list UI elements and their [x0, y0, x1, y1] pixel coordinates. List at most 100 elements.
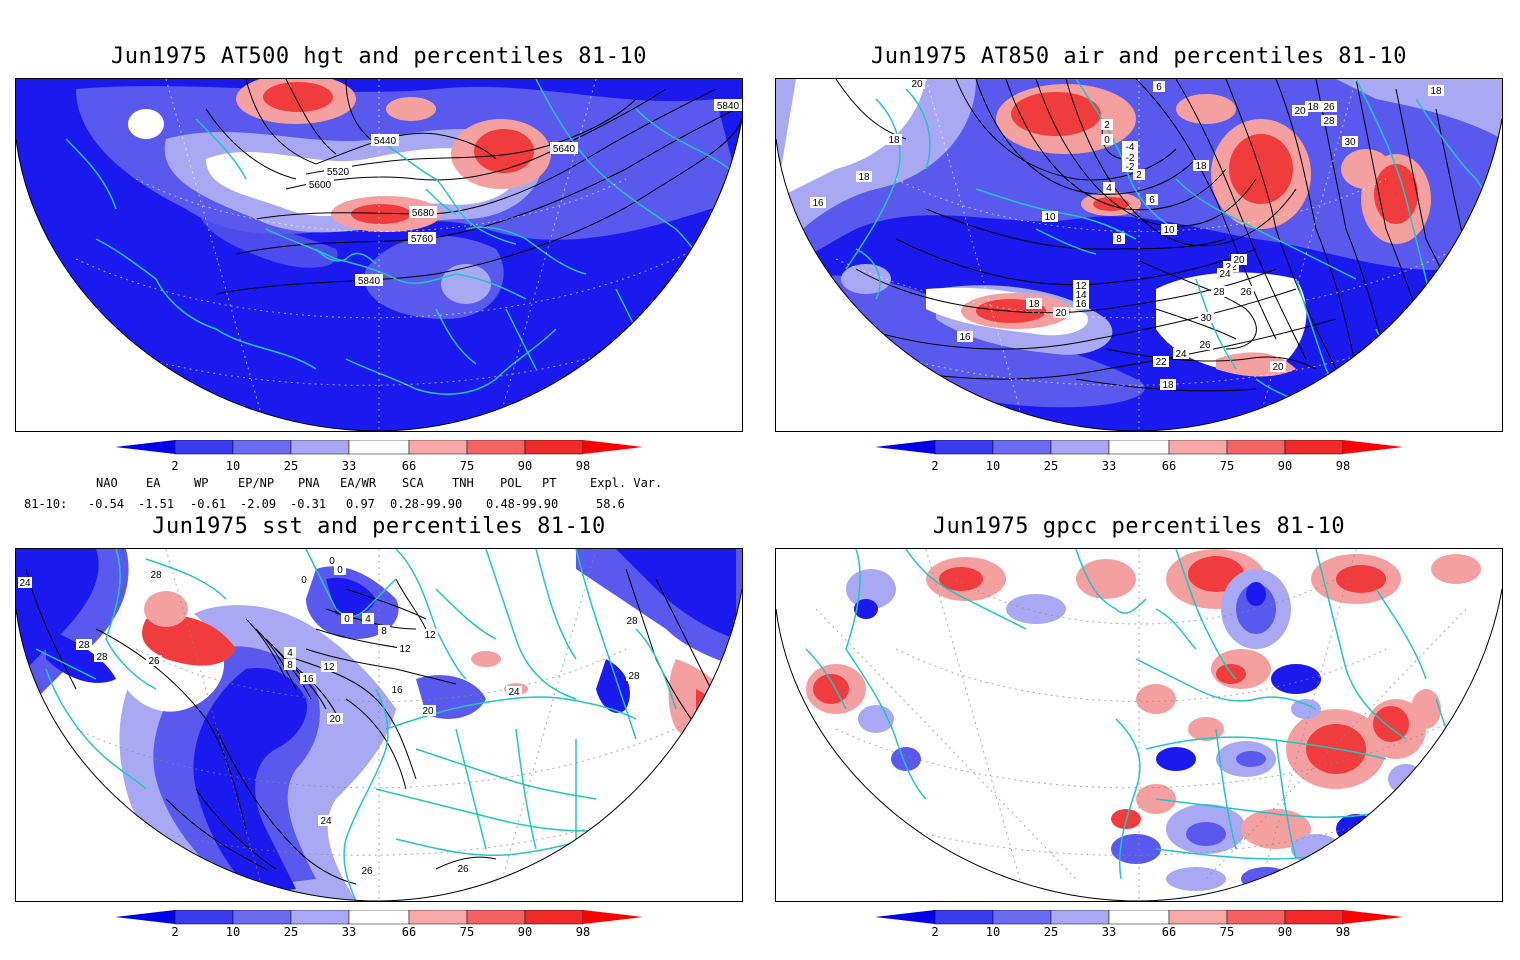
- colorbar-label: 33: [341, 925, 357, 939]
- contour-label: 5440: [374, 136, 397, 147]
- panel-title-air850: Jun1975 AT850 air and percentiles 81-10: [870, 44, 1408, 69]
- contour-label: -2: [1126, 162, 1135, 173]
- contour-label: 26: [1199, 340, 1211, 351]
- contour-label: 20: [1233, 255, 1245, 266]
- colorbar-label: 10: [225, 459, 241, 473]
- colorbar-label: 75: [459, 925, 475, 939]
- contour-label: 10: [1044, 212, 1056, 223]
- contour-label: 28: [626, 616, 638, 627]
- contour-label: 0: [344, 614, 350, 625]
- map-air850: 20 6 18 26 18 18 28 2 0 -4 -2 20 30 -2 2…: [775, 78, 1503, 432]
- contour-label: 10: [1163, 225, 1175, 236]
- contour-label: 0: [329, 556, 335, 567]
- index-value: -0.31: [290, 497, 327, 511]
- contour-label: 28: [150, 570, 162, 581]
- index-header: POL: [500, 476, 522, 490]
- contour-label: 5760: [411, 234, 434, 245]
- contour-label: 8: [1116, 234, 1122, 245]
- index-row-label: 81-10:: [24, 497, 68, 511]
- contour-label: 6: [1149, 195, 1155, 206]
- contour-label: 30: [1200, 313, 1212, 324]
- contour-label: 12: [399, 644, 411, 655]
- contour-label: 5840: [717, 101, 740, 112]
- colorbar-label: 2: [171, 925, 179, 939]
- contour-label: 24: [19, 578, 31, 589]
- contour-label: 16: [391, 685, 403, 696]
- colorbar-label: 75: [459, 459, 475, 473]
- index-value: -0.61: [190, 497, 227, 511]
- colorbar-label: 66: [1161, 459, 1177, 473]
- map-gpcc: [775, 548, 1503, 902]
- contour-label: 5600: [309, 180, 332, 191]
- colorbar-label: 98: [575, 459, 591, 473]
- index-header: TNH: [452, 476, 474, 490]
- contour-label: 28: [1213, 287, 1225, 298]
- index-header: WP: [194, 476, 209, 490]
- contour-label: 28: [628, 671, 640, 682]
- contour-label: 5640: [553, 144, 576, 155]
- contour-label: 18: [1028, 299, 1040, 310]
- panel-title-sst: Jun1975 sst and percentiles 81-10: [152, 514, 606, 539]
- index-value: -1.51: [138, 497, 175, 511]
- colorbar-label: 75: [1219, 925, 1235, 939]
- colorbar-label: 2: [171, 459, 179, 473]
- contour-label: 30: [1344, 137, 1356, 148]
- contour-label: 18: [858, 172, 870, 183]
- colorbar-label: 2: [931, 925, 939, 939]
- contour-label: 20: [1055, 308, 1067, 319]
- contour-label: 5840: [358, 276, 381, 287]
- contour-label: 24: [1175, 349, 1187, 360]
- colorbar-label: 25: [283, 925, 299, 939]
- colorbar-label: 25: [283, 459, 299, 473]
- contour-label: 24: [320, 816, 332, 827]
- contour-label: 4: [1106, 183, 1112, 194]
- contour-label: 26: [1323, 102, 1335, 113]
- colorbar-label: 33: [341, 459, 357, 473]
- colorbar-legend-top-right: 2 10 25 33 66 75 90 98: [875, 440, 1435, 490]
- contour-label: 16: [959, 332, 971, 343]
- contour-label: 16: [812, 198, 824, 209]
- index-header: EA/WR: [340, 476, 377, 490]
- contour-label: 16: [302, 674, 314, 685]
- contour-label: -2: [1126, 153, 1135, 164]
- colorbar-swatch: [115, 440, 175, 454]
- contour-label: 20: [1272, 362, 1284, 373]
- index-header: PNA: [298, 476, 320, 490]
- contour-label: 18: [1307, 102, 1319, 113]
- colorbar-label: 66: [401, 925, 417, 939]
- contour-label: 20: [329, 714, 341, 725]
- contour-label: 26: [148, 656, 160, 667]
- contour-label: 5520: [327, 167, 350, 178]
- colorbar-label: 66: [401, 459, 417, 473]
- contour-label: 26: [457, 864, 469, 875]
- index-header: NAO: [96, 476, 118, 490]
- index-header: PT: [542, 476, 557, 490]
- contour-label: -4: [1126, 142, 1135, 153]
- contour-label: 24: [1219, 269, 1231, 280]
- contour-label: 0: [1104, 135, 1110, 146]
- contour-label: 12: [424, 630, 436, 641]
- contour-label: 5680: [412, 208, 435, 219]
- contour-label: 14: [1075, 290, 1087, 301]
- index-value: -2.09: [240, 497, 277, 511]
- contour-label: 12: [323, 662, 335, 673]
- map-hgt500: 5840 5440 5520 5600 5640 5680 5760 5840: [15, 78, 743, 432]
- contour-label: 0: [301, 575, 307, 586]
- contour-label: 8: [381, 626, 387, 637]
- colorbar-label: 2: [931, 459, 939, 473]
- contour-label: 18: [888, 135, 900, 146]
- contour-label: 4: [287, 648, 293, 659]
- colorbar-legend-bottom-right: 2 10 25 33 66 75 90 98: [875, 910, 1435, 960]
- colorbar-label: 75: [1219, 459, 1235, 473]
- index-header: SCA: [402, 476, 424, 490]
- panel-title-gpcc: Jun1975 gpcc percentiles 81-10: [932, 514, 1346, 539]
- colorbar-label: 10: [225, 925, 241, 939]
- index-value: 58.6: [596, 497, 625, 511]
- index-value: 0.97: [346, 497, 375, 511]
- index-value: 0.28-99.90: [390, 497, 463, 511]
- colorbar-label: 90: [1277, 925, 1293, 939]
- contour-label: 2: [1104, 120, 1110, 131]
- colorbar-legend-top-left: 2 10 25 33 66 75 90 98: [115, 440, 675, 490]
- index-header: Expl. Var.: [590, 476, 663, 490]
- colorbar-label: 33: [1101, 925, 1117, 939]
